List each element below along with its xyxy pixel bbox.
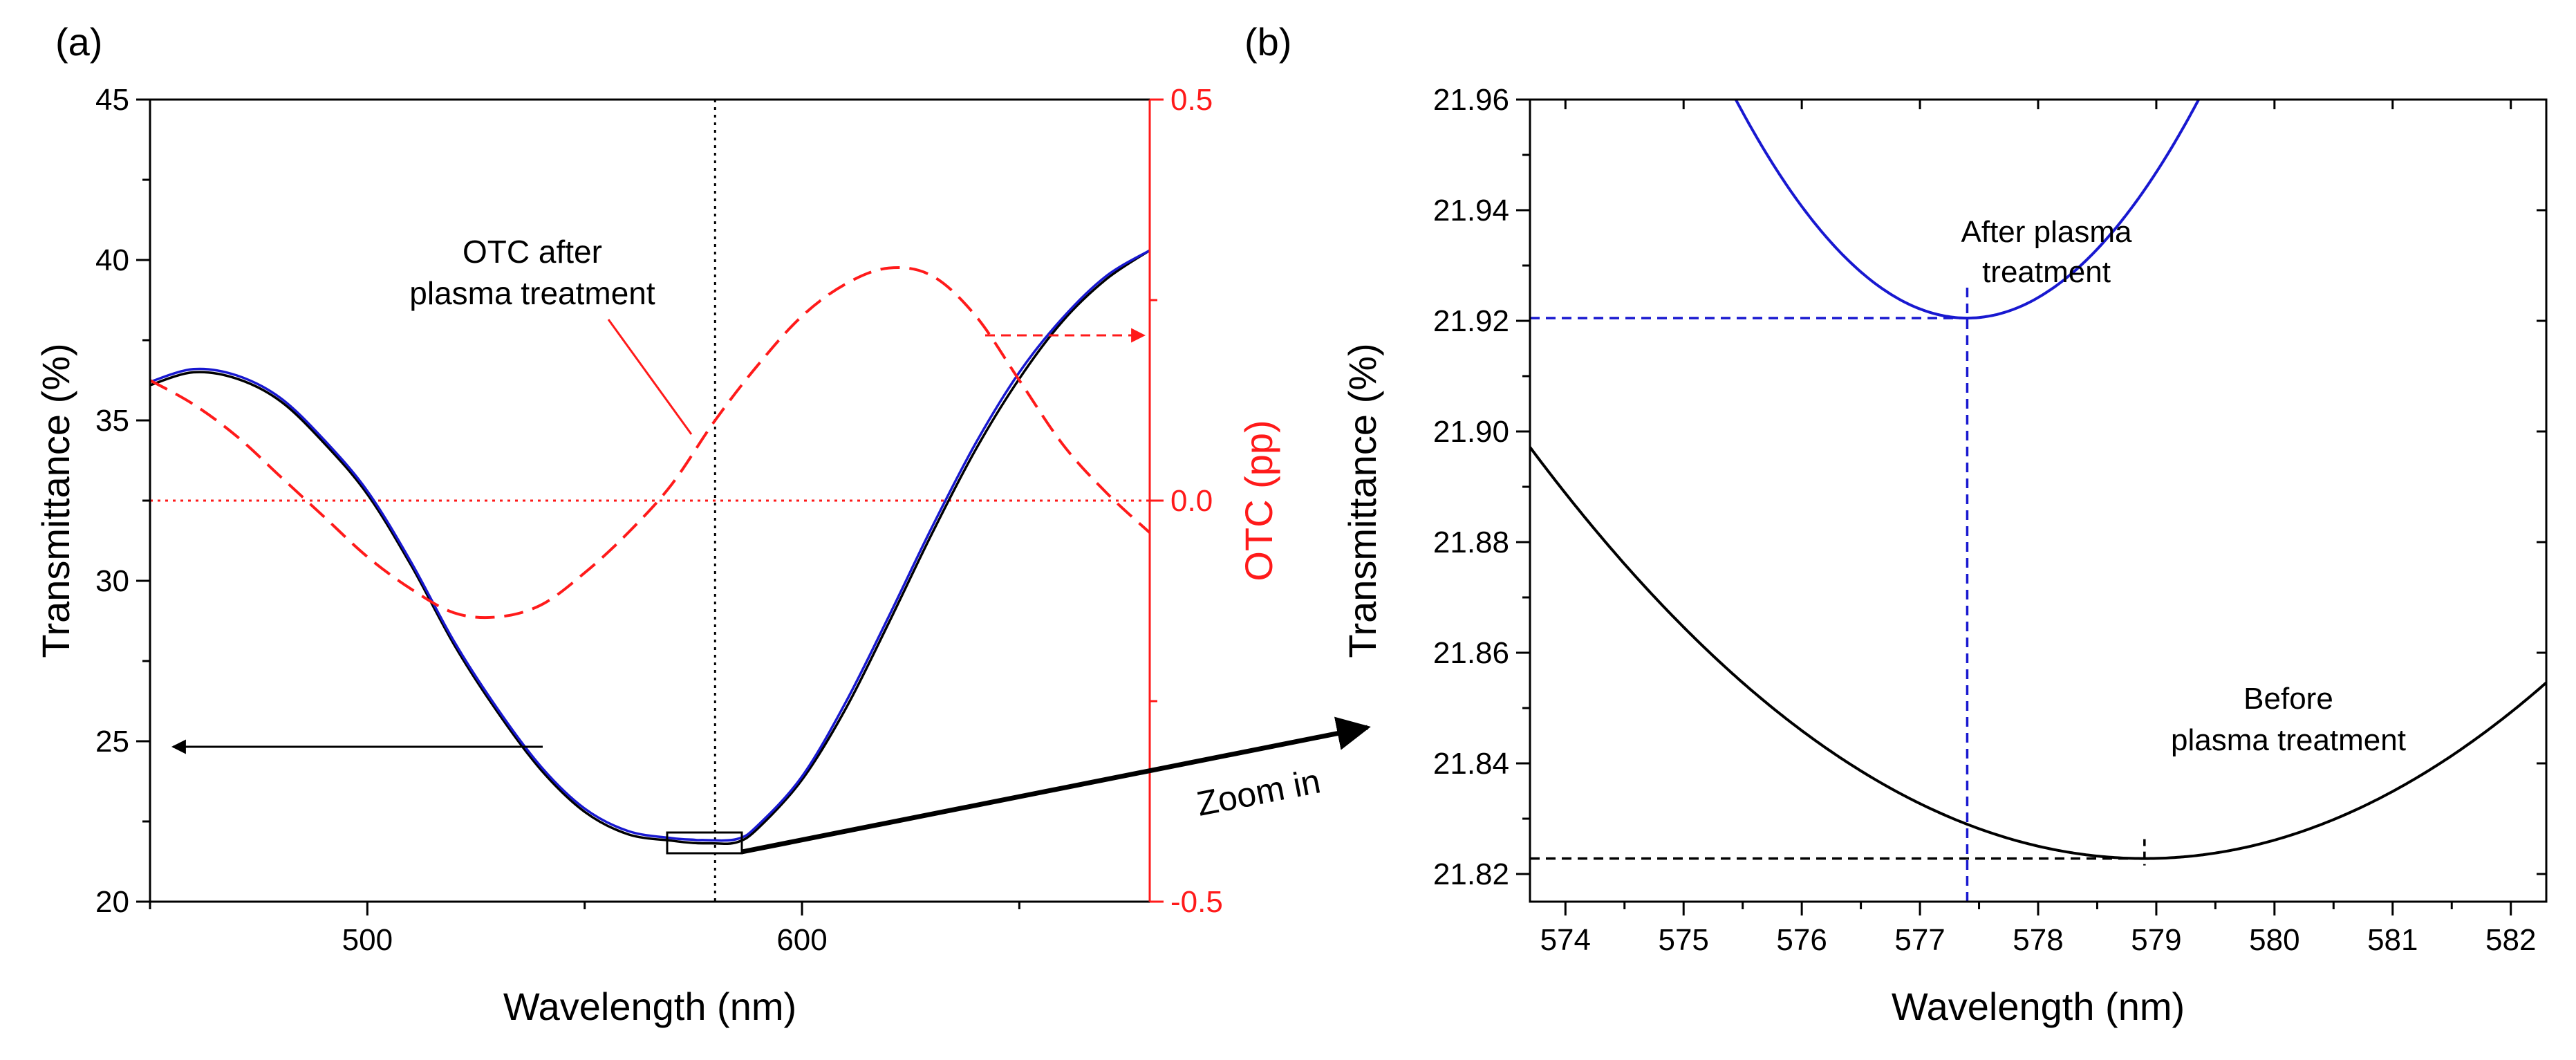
y-tick-label: 21.94 (1433, 194, 1509, 227)
panel-a-axes: 20 25 30 35 40 45 -0.5 0.0 0.5 500 600 (95, 83, 1223, 957)
x-tick-label: 582 (2485, 923, 2536, 957)
x-tick-label: 580 (2249, 923, 2299, 957)
y-tick-label: 30 (95, 564, 129, 598)
panel-a-label: (a) (55, 20, 102, 64)
series-line-0 (149, 249, 1150, 845)
x-tick-label: 577 (1894, 923, 1945, 957)
series-line-2 (149, 266, 1151, 620)
x-tick-label: 581 (2367, 923, 2418, 957)
otc-annotation-line2: plasma treatment (409, 275, 655, 311)
panel-b-plot (1530, 100, 2546, 902)
panel-b-label: (b) (1244, 20, 1291, 64)
y-tick-label: 21.90 (1433, 415, 1509, 449)
x-tick-label: 576 (1776, 923, 1827, 957)
x-tick-label: 579 (2131, 923, 2181, 957)
after-annotation-line1: After plasma (1961, 215, 2133, 249)
after-annotation-line2: treatment (1982, 255, 2111, 289)
zoom-label: Zoom in (1193, 761, 1323, 823)
y2-tick-label: -0.5 (1170, 885, 1223, 919)
y-tick-label: 21.86 (1433, 636, 1509, 670)
zoom-box (666, 831, 743, 855)
series-line-1 (1530, 446, 2546, 860)
panel-a-y2label: OTC (pp) (1237, 420, 1280, 581)
x-tick-label: 500 (342, 923, 393, 957)
before-annotation-line1: Before (2243, 682, 2333, 716)
y-tick-label: 21.84 (1433, 747, 1509, 781)
panel-a-ylabel: Transmittance (%) (34, 343, 77, 658)
otc-annotation-pointer (607, 319, 693, 435)
x-tick-label: 575 (1658, 923, 1708, 957)
y-tick-label: 21.96 (1433, 83, 1509, 117)
y-tick-label: 21.82 (1433, 857, 1509, 891)
y-tick-label: 21.88 (1433, 526, 1509, 559)
before-annotation-line2: plasma treatment (2171, 723, 2406, 757)
otc-annotation-line1: OTC after (463, 234, 602, 270)
y-tick-label: 21.92 (1433, 304, 1509, 338)
y2-tick-label: 0.0 (1170, 484, 1213, 518)
y-tick-label: 25 (95, 725, 129, 759)
y-tick-label: 45 (95, 83, 129, 117)
y-tick-label: 20 (95, 885, 129, 919)
panel-a-xlabel: Wavelength (nm) (503, 985, 796, 1028)
series-line-1 (149, 249, 1150, 842)
panel-a-frame (149, 98, 1151, 903)
panel-b-ylabel: Transmittance (%) (1341, 343, 1384, 658)
panel-b-axes: 21.82 21.84 21.86 21.88 21.90 21.92 21.94 21.96… (1433, 83, 2546, 957)
y-tick-label: 35 (95, 404, 129, 438)
panel-b: (b) 21.8221.8421.8621.8821.9021.9221.942… (1244, 20, 2548, 1028)
panel-b-xlabel: Wavelength (nm) (1892, 985, 2185, 1028)
y2-tick-label: 0.5 (1170, 83, 1213, 117)
x-tick-label: 574 (1540, 923, 1591, 957)
series-line-0 (1734, 100, 2201, 320)
x-tick-label: 600 (776, 923, 827, 957)
panel-a: (a) 20 25 30 35 40 45 -0.5 0.0 0.5 500 600 Wavelen… (34, 20, 1371, 1028)
y-tick-label: 40 (95, 243, 129, 277)
panel-a-plot (149, 100, 1151, 902)
zoom-arrow (741, 716, 1371, 855)
x-tick-label: 578 (2013, 923, 2063, 957)
